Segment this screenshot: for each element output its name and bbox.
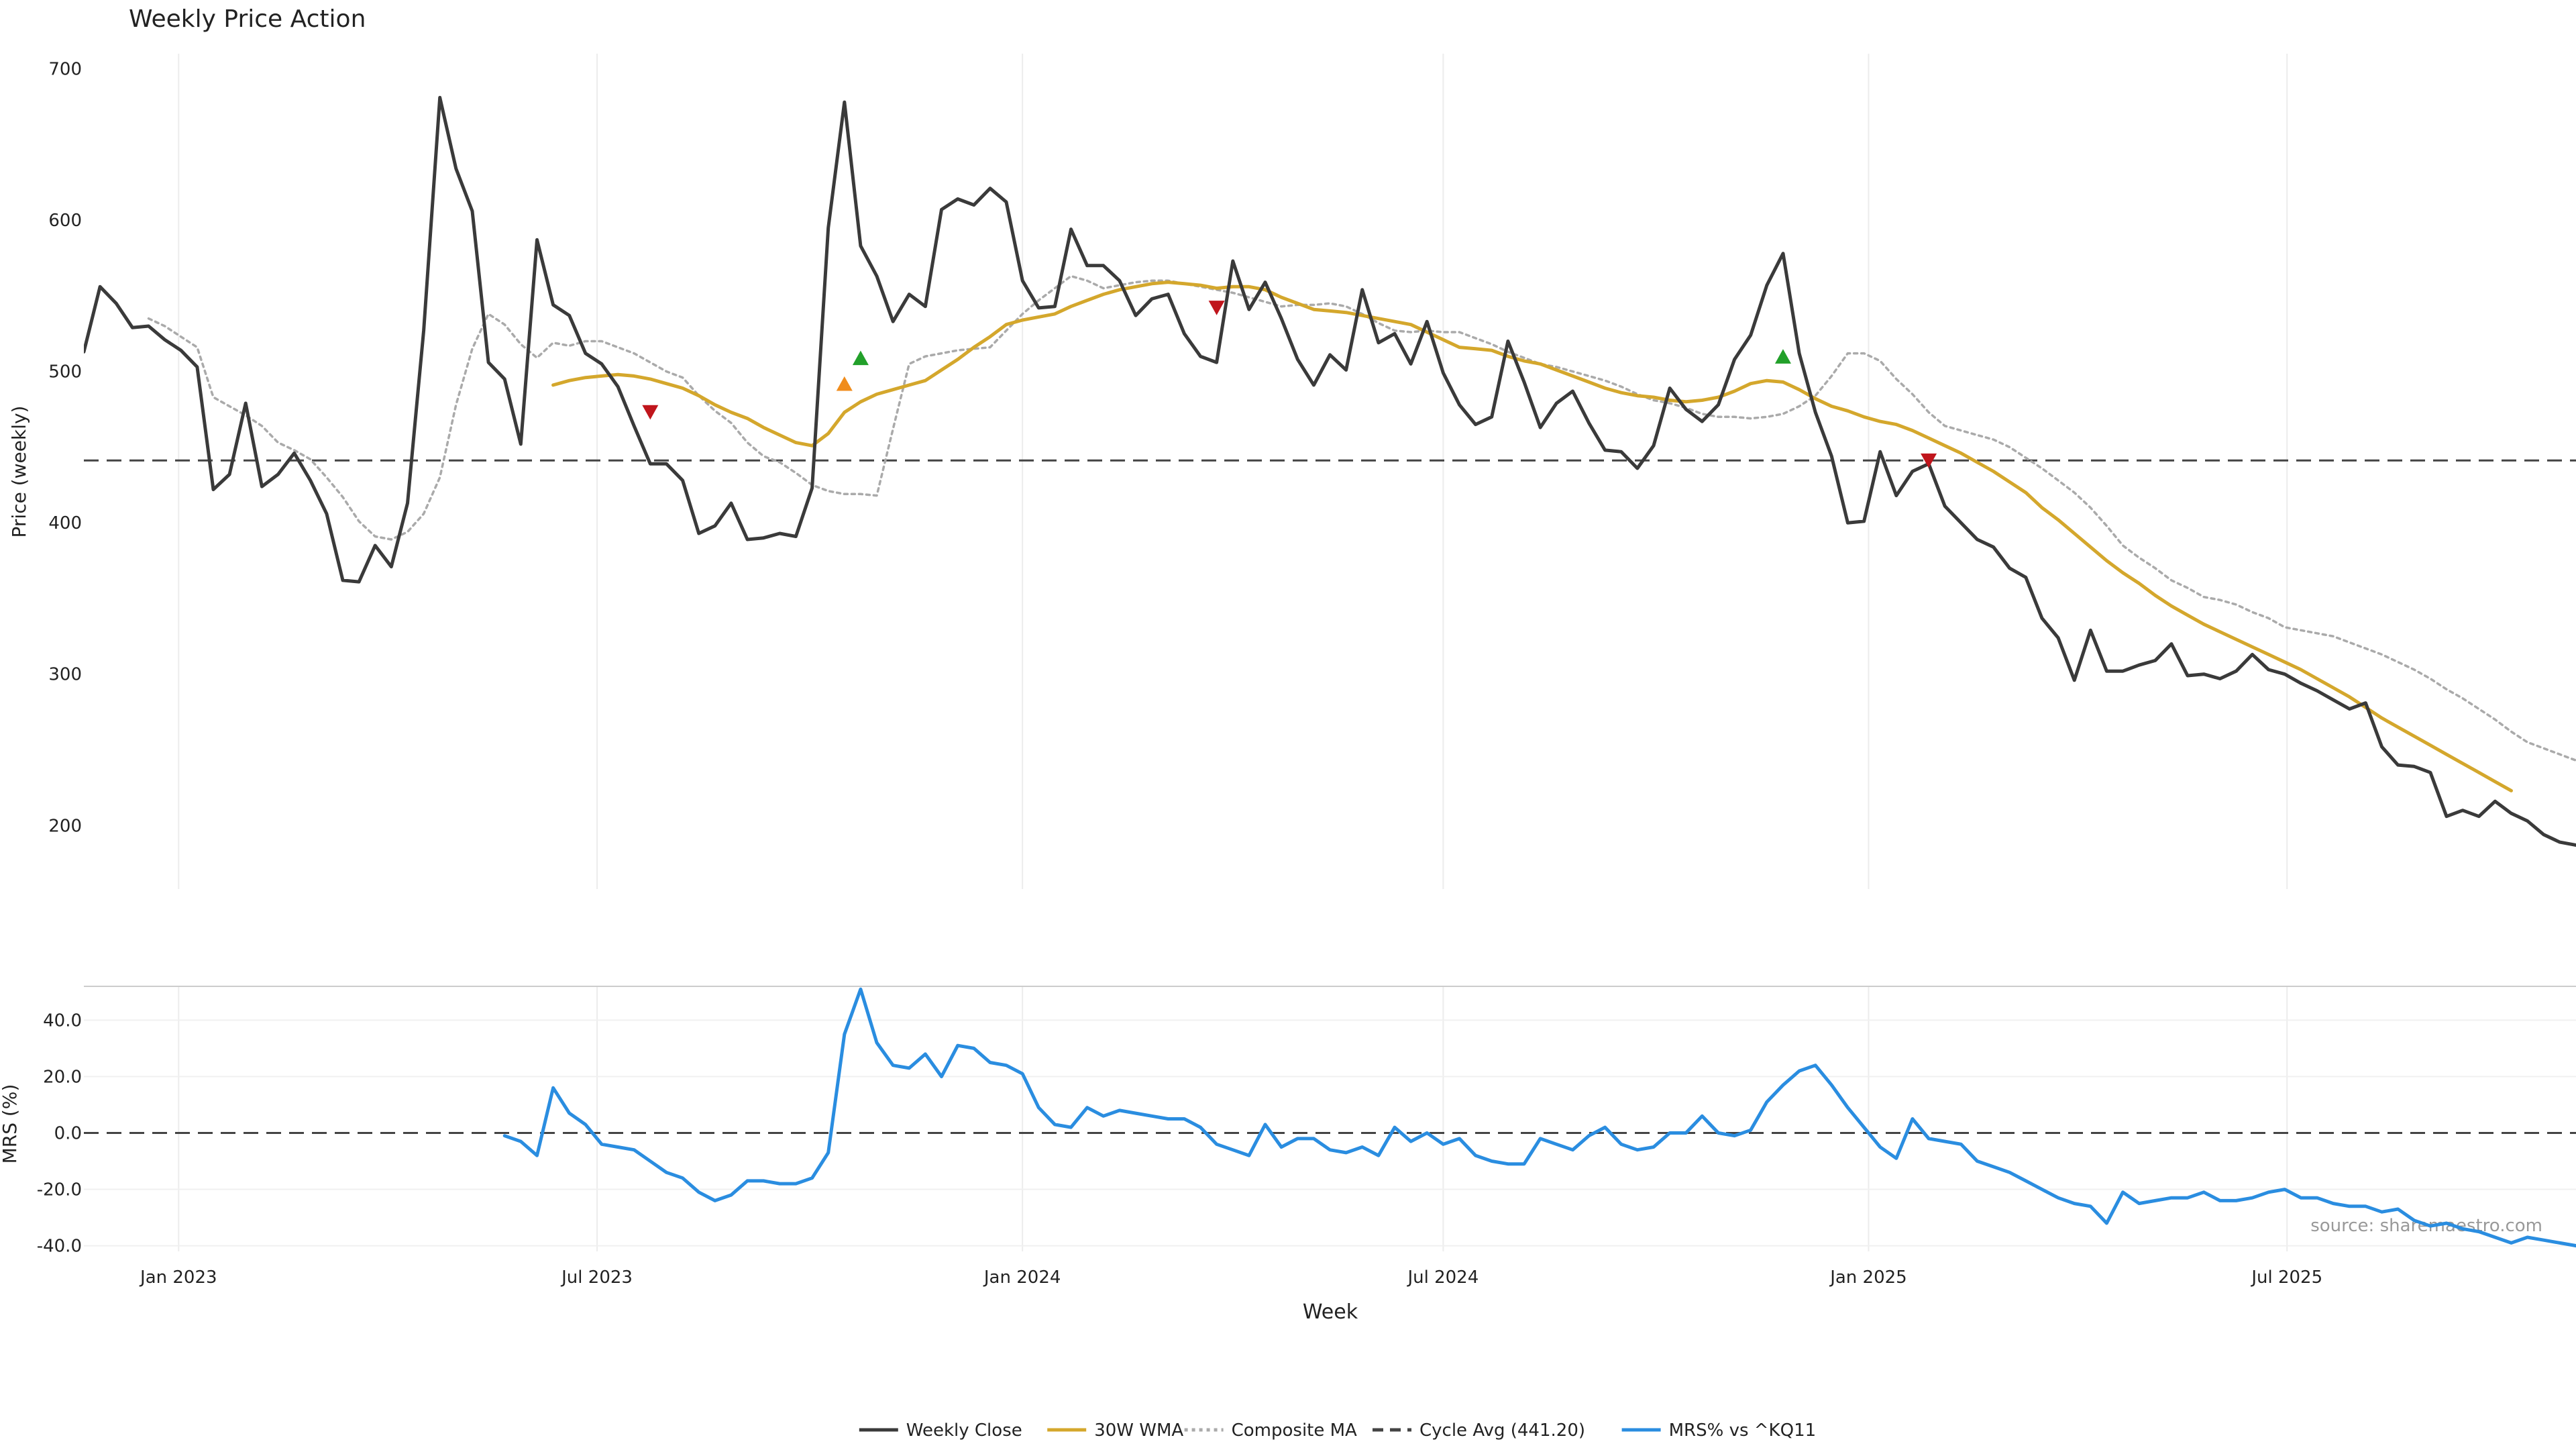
wma-series-line bbox=[553, 282, 2512, 791]
price-tick-label: 600 bbox=[48, 211, 82, 231]
mrs-tick-label: -40.0 bbox=[37, 1237, 82, 1257]
chart-title: Weekly Price Action bbox=[129, 5, 366, 33]
close-series-line bbox=[84, 97, 2576, 845]
composite-series-line bbox=[149, 276, 2576, 798]
price-panel bbox=[84, 97, 2576, 845]
x-tick-label: Jan 2025 bbox=[1829, 1267, 1907, 1288]
legend-label: Weekly Close bbox=[906, 1420, 1022, 1441]
x-tick-label: Jul 2023 bbox=[560, 1267, 633, 1288]
buy-signal-marker bbox=[853, 351, 869, 366]
x-tick-label: Jul 2025 bbox=[2250, 1267, 2322, 1288]
x-tick-label: Jan 2024 bbox=[983, 1267, 1061, 1288]
mrs-tick-label: -20.0 bbox=[37, 1180, 82, 1200]
sell-signal-marker bbox=[642, 405, 658, 420]
x-tick-label: Jul 2024 bbox=[1406, 1267, 1479, 1288]
mrs-tick-label: 20.0 bbox=[43, 1067, 82, 1087]
mrs-axis-label: MRS (%) bbox=[0, 1084, 21, 1164]
chart-marks: Jan 2023 Jul 2023 Jan 2024 Jul 2024 Jan 2025… bbox=[37, 54, 2576, 1288]
price-tick-label: 500 bbox=[48, 362, 82, 382]
mrs-panel bbox=[84, 989, 2576, 1245]
buy-signal-marker bbox=[837, 376, 853, 391]
price-tick-label: 400 bbox=[48, 513, 82, 533]
buy-signal-marker bbox=[1775, 349, 1791, 364]
legend-label: MRS% vs ^KQ11 bbox=[1669, 1420, 1817, 1441]
x-tick-label: Jan 2023 bbox=[139, 1267, 217, 1288]
legend-label: 30W WMA bbox=[1094, 1420, 1183, 1441]
legend-label: Cycle Avg (441.20) bbox=[1419, 1420, 1585, 1441]
price-tick-label: 200 bbox=[48, 816, 82, 836]
mrs-tick-label: 0.0 bbox=[54, 1124, 82, 1144]
week-axis-label: Week bbox=[1303, 1300, 1358, 1324]
sell-signal-marker bbox=[1209, 301, 1225, 315]
mrs-series-line bbox=[504, 989, 2576, 1245]
price-axis-label: Price (weekly) bbox=[8, 406, 30, 538]
mrs-tick-label: 40.0 bbox=[43, 1010, 82, 1031]
price-tick-label: 300 bbox=[48, 665, 82, 685]
price-tick-label: 700 bbox=[48, 60, 82, 80]
legend: Weekly Close 30W WMA Composite MA Cycle Avg… bbox=[859, 1420, 1816, 1441]
legend-label: Composite MA bbox=[1232, 1420, 1357, 1441]
